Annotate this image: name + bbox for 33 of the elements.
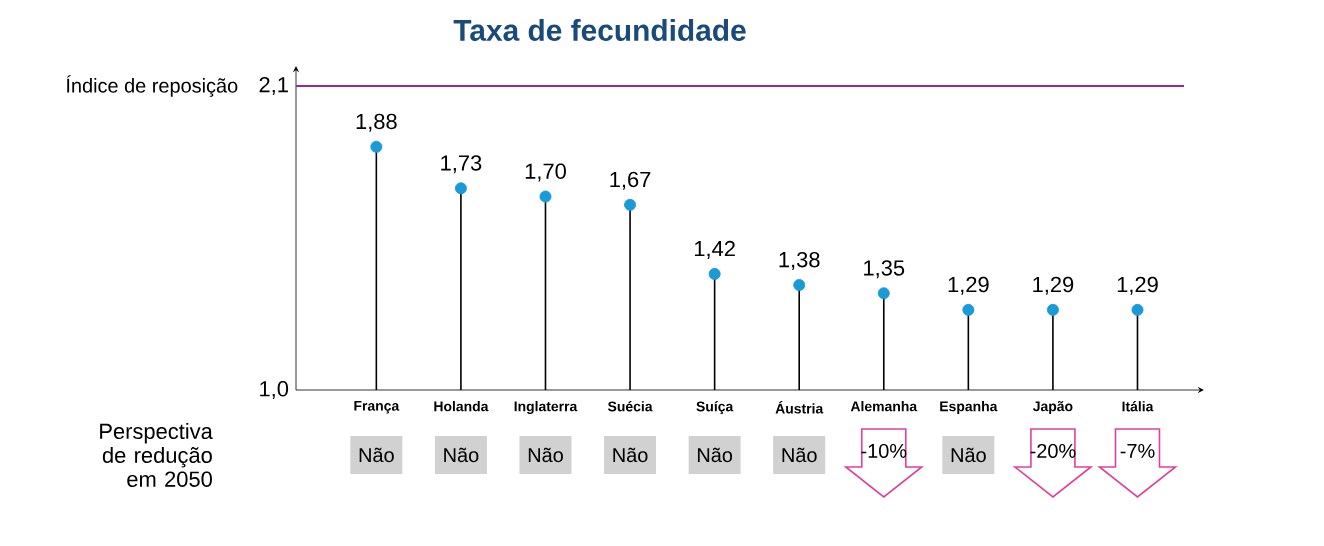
data-label: 1,70	[525, 163, 566, 182]
point	[370, 140, 383, 153]
text: Não	[359, 447, 394, 463]
text: Não	[951, 447, 986, 463]
y-tick-label: 2,1	[259, 76, 288, 96]
text: Perspectiva de redução em 2050	[100, 422, 213, 487]
ref-line-label: Índice de reposição	[66, 75, 238, 97]
data-label: 1,35	[864, 260, 905, 279]
point	[793, 279, 806, 291]
data-label: 1,73	[441, 155, 482, 174]
text: Não	[697, 447, 733, 463]
text: -7%	[1120, 443, 1155, 458]
point	[1046, 303, 1059, 316]
data-label: 1,42	[694, 240, 735, 259]
data-label: 1,67	[610, 171, 651, 190]
point	[539, 190, 552, 203]
point	[1131, 303, 1144, 316]
point	[877, 287, 890, 300]
point	[624, 198, 637, 211]
data-label: 1,29	[1117, 276, 1158, 295]
y-tick-label: 1,0	[260, 380, 289, 400]
text: Não	[528, 447, 563, 463]
point	[962, 303, 975, 316]
text: Não	[444, 447, 479, 463]
data-label: 1,38	[779, 251, 820, 270]
data-label: 1,88	[356, 113, 397, 132]
text: Não	[613, 447, 648, 463]
text: Não	[782, 447, 817, 463]
point	[708, 267, 721, 280]
data-label: 1,29	[948, 276, 989, 295]
point	[454, 182, 467, 195]
data-label: 1,29	[1033, 276, 1074, 295]
chart-title: Taxa de fecundidade	[453, 19, 746, 41]
